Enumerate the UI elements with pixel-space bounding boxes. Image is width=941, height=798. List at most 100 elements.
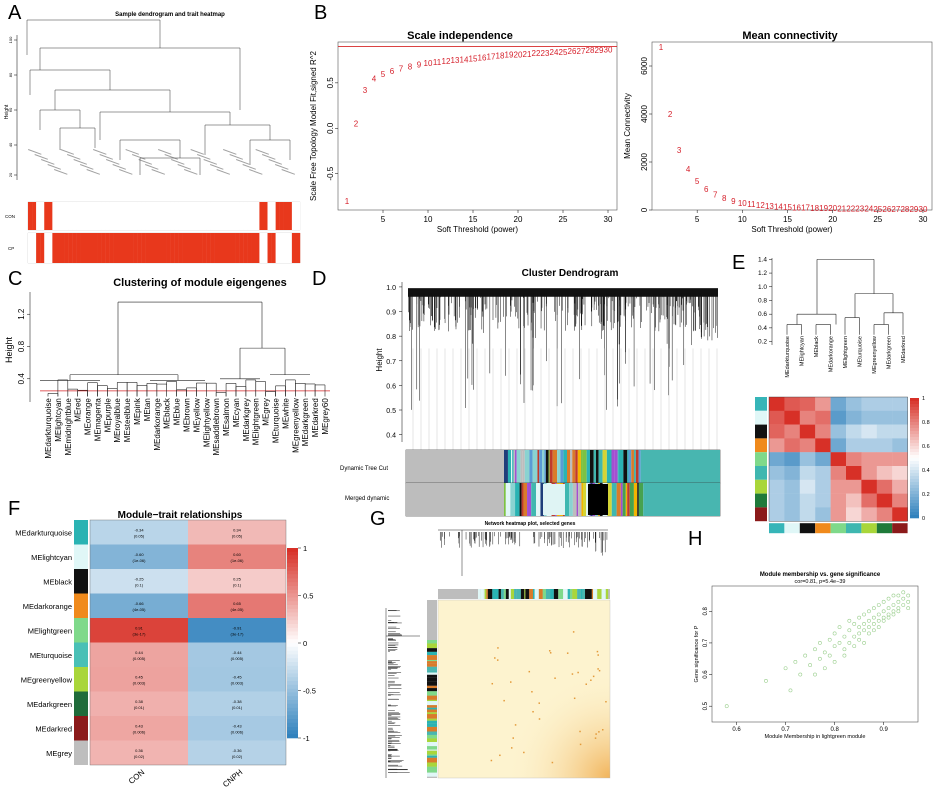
- panel-e-heat-cell: [861, 424, 877, 439]
- panel-a-con-cell: [251, 202, 256, 230]
- panel-a-leaf-label-mark: [203, 159, 217, 165]
- panel-e-heat-cell: [769, 438, 785, 453]
- panel-d-merged-segment: [633, 483, 638, 516]
- panel-a-leaf-label-mark: [73, 159, 87, 165]
- panel-a-leaf-label-mark: [80, 164, 94, 170]
- panel-f-legend-swatch: [287, 700, 298, 705]
- panel-f-row-label: MElightcyan: [31, 553, 72, 562]
- panel-h-point: [891, 593, 896, 598]
- panel-letter-b: B: [314, 2, 328, 24]
- panel-e-ytick-label: 1.2: [758, 270, 767, 277]
- panel-c-leaf-label: MEgrey60: [321, 398, 330, 435]
- panel-d-dynamic-segment: [545, 450, 549, 483]
- panel-a-ytick-label: 20: [8, 172, 13, 177]
- panel-c-leaf-label: MEsalmon: [222, 398, 231, 436]
- panel-h-ytick-label: 0.8: [703, 606, 709, 615]
- panel-g-heatmap-gradient: [438, 600, 610, 778]
- panel-b-conn-point: 2: [668, 110, 673, 119]
- panel-e-heat-cell: [846, 438, 862, 453]
- panel-d-dynamic-segment: [522, 450, 525, 483]
- panel-f-legend-swatch: [287, 688, 298, 693]
- panel-a-con-cell: [243, 202, 248, 230]
- panel-b-conn-point: 19: [819, 204, 828, 213]
- panel-a-cp-cell: [190, 233, 195, 263]
- panel-d-merged-segment: [616, 483, 621, 516]
- panel-a-con-cell: [263, 202, 268, 230]
- panel-a-cp-cell: [101, 233, 106, 263]
- panel-h-point: [793, 660, 798, 664]
- panel-g-heat-dot: [573, 697, 576, 700]
- panel-f-legend-swatch: [287, 612, 298, 617]
- panel-g-heat-dot: [592, 675, 595, 678]
- panel-h-point: [871, 615, 876, 620]
- panel-a-leaf-label-mark: [190, 149, 204, 155]
- panel-a-leaf-label-mark: [275, 164, 289, 170]
- panel-h-point: [857, 625, 862, 630]
- panel-g-top-colorseg: [593, 589, 597, 599]
- panel-g-heat-dot: [549, 652, 552, 654]
- panel-b-conn-point: 29: [909, 205, 918, 214]
- panel-a-cp-cell: [235, 233, 240, 263]
- panel-a-cp-cell: [72, 233, 77, 263]
- panel-h-point: [906, 593, 911, 598]
- panel-f-cell-cp: [188, 618, 286, 643]
- panel-h-ytick-label: 0.6: [703, 670, 709, 679]
- panel-g-heat-dot: [512, 737, 514, 739]
- panel-a-cp-cell: [279, 233, 284, 263]
- panel-b-scale-ytick-label: 0.5: [326, 77, 335, 89]
- panel-b-scale-point: 1: [345, 197, 350, 206]
- panel-h-point: [867, 618, 871, 623]
- panel-a-cp-cell: [133, 233, 138, 263]
- panel-d-dynamic-segment: [598, 450, 603, 483]
- panel-h-point: [901, 603, 906, 607]
- panel-g-left-colorseg: [427, 705, 437, 708]
- panel-e-legend-swatch: [910, 455, 919, 459]
- panel-e-heat-cell: [815, 410, 831, 425]
- panel-f-legend-swatch: [287, 643, 298, 648]
- panel-f-cell-cp: [188, 569, 286, 594]
- panel-f-module-swatch: [74, 593, 88, 618]
- panel-a-con-cell: [230, 202, 236, 230]
- panel-a-trait-cp: CP: [8, 246, 14, 251]
- panel-f-cell-pvalue: (0.02): [232, 754, 243, 759]
- panel-a-cp-cell: [218, 233, 224, 263]
- panel-a-leaf-label-mark: [164, 154, 178, 160]
- panel-a-con-cell: [88, 202, 94, 230]
- panel-a-con-cell: [145, 202, 150, 230]
- panel-a-cp-cell: [117, 233, 122, 263]
- panel-d-merged-segment: [625, 483, 628, 516]
- panel-d-dynamic-segment: [544, 450, 546, 483]
- panel-e-ytick-label: 0.6: [758, 311, 767, 318]
- panel-a-con-cell: [194, 202, 199, 230]
- panel-e-heat-cell: [784, 452, 800, 467]
- panel-d-merged-segment: [569, 483, 573, 516]
- panel-a-con-cell: [186, 202, 191, 230]
- panel-f-cell-cp: [188, 667, 286, 692]
- panel-d-dynamic-turquoise: [640, 450, 720, 483]
- panel-g-left-colorseg: [427, 640, 437, 644]
- panel-g-heat-dot: [532, 710, 534, 713]
- panel-d-merged-segment: [576, 483, 579, 516]
- panel-g-top-colorseg: [597, 589, 602, 599]
- panel-g-top-colorseg: [486, 589, 488, 599]
- panel-h-point: [906, 599, 911, 604]
- panel-a-leaf-label-mark: [28, 149, 42, 155]
- panel-a-leaf-label-mark: [281, 169, 295, 175]
- panel-f-cell-value: -0.43: [232, 723, 242, 728]
- panel-c-leaf-label: MEmidnightblue: [64, 398, 73, 456]
- panel-f-cell-cp: [188, 593, 286, 618]
- panel-e-legend-swatch: [910, 482, 919, 486]
- panel-d-dynamic-segment: [557, 450, 561, 483]
- panel-g-heat-dot: [523, 751, 525, 754]
- panel-c-leaf-label: MElightgreen: [252, 398, 261, 445]
- panel-g-top-dendrogram: [438, 529, 608, 576]
- panel-g-left-colorseg: [427, 648, 437, 652]
- panel-e-legend-label: 0.2: [922, 492, 930, 498]
- panel-d-dynamic-segment: [570, 450, 573, 483]
- panel-a-con-cell: [214, 202, 220, 230]
- panel-f-cell-value: 0.65: [233, 601, 242, 606]
- panel-g-top-colorseg: [525, 589, 530, 599]
- panel-b-scale-point: 5: [381, 70, 386, 79]
- panel-h-ytick-label: 0.5: [703, 701, 709, 710]
- panel-g-heat-dot: [566, 652, 569, 654]
